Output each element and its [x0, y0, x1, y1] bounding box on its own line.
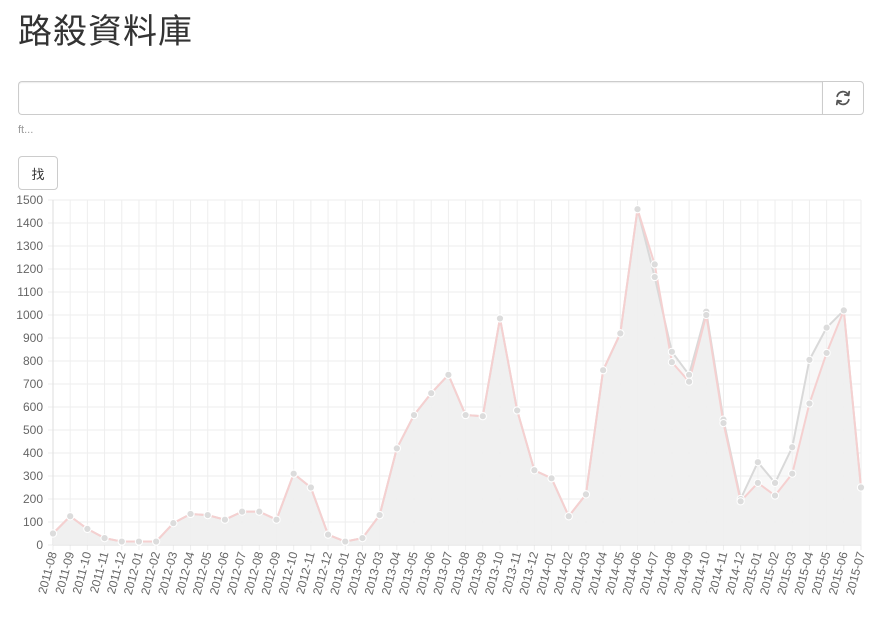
series-1-point	[409, 410, 419, 420]
help-text: ft...	[18, 124, 34, 136]
series-1-point	[238, 507, 247, 516]
y-tick-label: 1200	[16, 262, 43, 276]
series-1-point	[134, 537, 144, 546]
series-1-point	[255, 507, 264, 516]
series-1-point	[186, 509, 195, 519]
series-1-point	[341, 537, 350, 546]
y-tick-label: 600	[23, 400, 43, 414]
series-1-point	[753, 478, 762, 487]
y-tick-label: 800	[23, 354, 43, 368]
series-1-point	[392, 444, 401, 453]
series-1-point	[306, 483, 315, 492]
series-1-point	[822, 348, 831, 358]
y-tick-label: 900	[23, 331, 43, 345]
y-tick-label: 400	[23, 446, 43, 460]
series-2-point	[684, 370, 694, 379]
y-tick-label: 1500	[16, 193, 43, 207]
series-1-point	[100, 534, 109, 543]
series-1-point	[48, 529, 58, 538]
series-2-area	[53, 209, 861, 545]
series-1-point	[667, 358, 676, 367]
series-1-point	[547, 474, 556, 483]
series-1-point	[289, 469, 298, 478]
series-1-point	[736, 497, 745, 506]
y-tick-label: 700	[23, 377, 43, 391]
series-1-point	[788, 469, 797, 478]
y-tick-label: 1100	[17, 285, 43, 299]
series-2-point	[805, 355, 814, 364]
y-tick-label: 100	[23, 515, 43, 529]
series-1-point	[513, 406, 522, 415]
series-1-point	[599, 366, 608, 375]
series-1-point	[375, 511, 384, 520]
series-1-point	[839, 306, 848, 315]
series-1-point	[478, 412, 487, 421]
series-1-point	[684, 377, 694, 386]
series-1-point	[581, 490, 591, 499]
series-2-point	[770, 478, 780, 487]
series-2-point	[753, 458, 762, 467]
series-1-point	[650, 260, 659, 269]
refresh-button[interactable]	[822, 81, 864, 115]
find-button[interactable]: 找	[18, 156, 58, 190]
series-1-point	[152, 537, 161, 546]
refresh-icon	[835, 90, 851, 106]
series-1-point	[427, 389, 436, 398]
y-tick-label: 300	[23, 469, 43, 483]
series-2-point	[822, 323, 831, 332]
series-1-point	[702, 310, 711, 320]
search-input[interactable]	[18, 81, 822, 115]
area-chart: 0 100 200 300 400 500 600 700 800 900 1000 1100 1200…	[16, 193, 868, 596]
series-1-point	[805, 399, 814, 408]
series-1-point	[272, 515, 281, 524]
y-tick-label: 1000	[16, 308, 43, 322]
series-1-point	[633, 205, 642, 214]
series-1-point	[616, 329, 625, 338]
series-1-point	[530, 466, 539, 475]
series-1-point	[169, 519, 178, 528]
series-1-point	[564, 512, 573, 521]
y-tick-label: 200	[23, 492, 43, 506]
series-2-point	[667, 347, 676, 356]
series-1-point	[220, 515, 230, 524]
series-2-point	[650, 272, 659, 282]
y-tick-label: 1400	[16, 216, 43, 230]
series-1-point	[770, 491, 780, 500]
y-tick-label: 1300	[16, 239, 43, 253]
series-1-point	[66, 512, 75, 521]
series-1-point	[719, 419, 728, 428]
search-group	[18, 81, 864, 115]
series-1-point	[444, 370, 453, 379]
y-tick-label: 500	[23, 423, 43, 437]
series-1-point	[323, 530, 333, 539]
series-1-point	[358, 534, 367, 543]
series-1-point	[117, 537, 126, 546]
page-title: 路殺資料庫	[18, 12, 193, 52]
series-1-point	[461, 410, 470, 420]
series-1-point	[203, 511, 212, 520]
series-1-point	[856, 483, 866, 492]
y-tick-label: 0	[36, 538, 43, 552]
series-1-point	[83, 524, 92, 533]
series-2-point	[788, 443, 797, 452]
series-1-point	[495, 314, 505, 323]
